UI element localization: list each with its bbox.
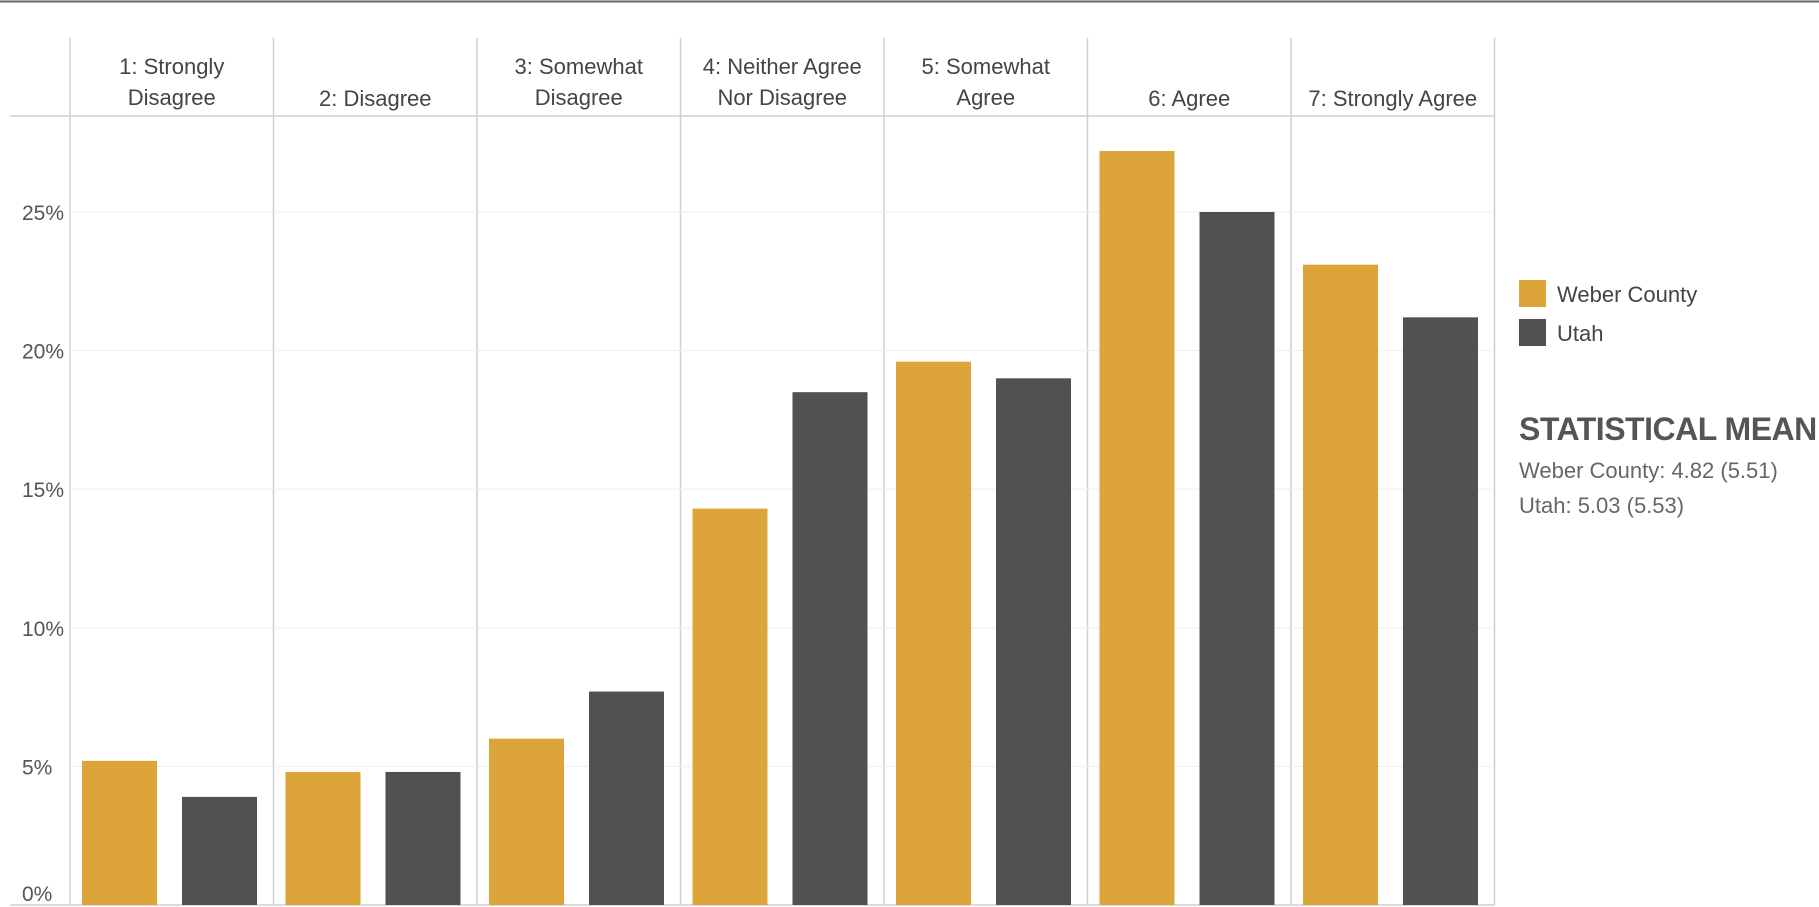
y-tick-label: 10% <box>22 618 64 641</box>
category-header-6: 6: Agree <box>1148 86 1230 111</box>
bar-weber-county-2 <box>285 771 361 905</box>
category-header-line: 7: Strongly Agree <box>1308 86 1477 111</box>
category-header-3: 3: Somewhat Disagree <box>515 54 643 110</box>
bar-utah-6 <box>1199 212 1275 905</box>
category-header-7: 7: Strongly Agree <box>1308 86 1477 111</box>
category-header-line: Disagree <box>128 85 216 110</box>
gridlines <box>70 211 1495 767</box>
category-header-line: Agree <box>956 85 1015 110</box>
legend: Weber County Utah <box>1519 280 1697 346</box>
y-tick-label: 25% <box>22 202 64 225</box>
stats-weber-line: Weber County: 4.82 (5.51) <box>1519 458 1778 483</box>
bar-weber-county-3 <box>489 738 564 905</box>
legend-swatch-utah <box>1519 319 1546 346</box>
bar-utah-1 <box>182 796 257 905</box>
category-header-line: 4: Neither Agree <box>703 54 862 79</box>
category-header-5: 5: Somewhat Agree <box>922 54 1050 110</box>
category-header-line: 6: Agree <box>1148 86 1230 111</box>
bar-utah-5 <box>996 378 1071 905</box>
category-header-line: 3: Somewhat <box>515 54 643 79</box>
legend-swatch-weber-county <box>1519 280 1546 307</box>
bar-weber-county-1 <box>82 760 157 905</box>
bars <box>82 151 1478 906</box>
category-header-2: 2: Disagree <box>319 86 432 111</box>
legend-label-utah: Utah <box>1557 321 1603 346</box>
y-tick-label: 5% <box>22 756 52 779</box>
category-header-4: 4: Neither Agree Nor Disagree <box>703 54 862 110</box>
bar-weber-county-4 <box>692 508 768 905</box>
bar-utah-4 <box>792 392 868 905</box>
category-header-line: Disagree <box>535 85 623 110</box>
stats-utah-line: Utah: 5.03 (5.53) <box>1519 493 1684 518</box>
stats-title: STATISTICAL MEAN <box>1519 411 1817 447</box>
category-header-line: Nor Disagree <box>717 85 847 110</box>
category-header-1: 1: Strongly Disagree <box>119 54 224 110</box>
bar-weber-county-6 <box>1099 151 1175 906</box>
legend-label-weber-county: Weber County <box>1557 282 1697 307</box>
statistical-mean-panel: STATISTICAL MEAN Weber County: 4.82 (5.5… <box>1519 411 1817 518</box>
category-headers: 1: Strongly Disagree 2: Disagree 3: Somewha… <box>119 54 1477 111</box>
bar-utah-7 <box>1403 317 1478 905</box>
category-header-line: 2: Disagree <box>319 86 432 111</box>
bar-weber-county-5 <box>896 361 971 905</box>
y-tick-label: 20% <box>22 341 64 364</box>
y-tick-label: 15% <box>22 479 64 502</box>
y-axis: 0% 5% 10% 15% 20% 25% <box>22 202 64 906</box>
bar-utah-3 <box>589 691 664 905</box>
y-tick-label: 0% <box>22 883 52 906</box>
bar-weber-county-7 <box>1303 264 1378 906</box>
category-header-line: 5: Somewhat <box>922 54 1050 79</box>
bar-utah-2 <box>385 771 461 905</box>
category-header-line: 1: Strongly <box>119 54 224 79</box>
